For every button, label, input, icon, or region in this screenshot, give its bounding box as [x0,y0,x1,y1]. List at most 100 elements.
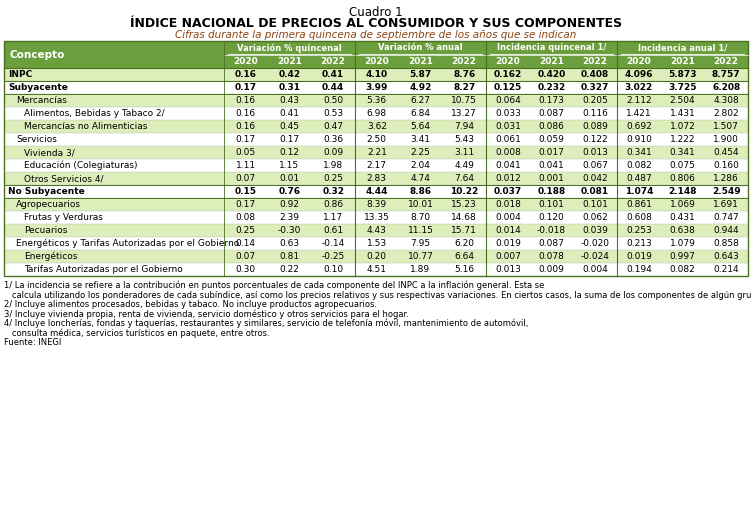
Bar [661,159,705,172]
Text: 2.21: 2.21 [367,148,387,157]
Text: 0.61: 0.61 [323,226,343,235]
Bar [573,237,617,250]
Text: 0.858: 0.858 [713,239,739,248]
Text: Incidencia quincenal 1/: Incidencia quincenal 1/ [497,44,606,52]
Bar [311,133,355,146]
Text: 1.11: 1.11 [236,161,256,170]
Bar [355,172,399,185]
Text: 0.806: 0.806 [669,174,696,183]
Bar [442,198,486,211]
Bar [486,55,529,68]
Bar [224,68,268,81]
Text: Mercancías: Mercancías [16,96,67,105]
Bar [661,237,705,250]
Text: 0.194: 0.194 [626,265,652,274]
Bar [355,198,399,211]
Text: 10.22: 10.22 [450,187,478,196]
Bar [617,81,661,94]
Text: 0.075: 0.075 [669,161,696,170]
Text: 0.078: 0.078 [538,252,565,261]
Text: 1.072: 1.072 [669,122,696,131]
Text: 4.74: 4.74 [411,174,430,183]
Bar [268,107,311,120]
Bar [705,198,748,211]
Bar [311,185,355,198]
Text: 0.747: 0.747 [714,213,739,222]
Bar [705,68,748,81]
Text: 0.173: 0.173 [538,96,565,105]
Text: 1.069: 1.069 [669,200,696,209]
Bar [661,55,705,68]
Bar [529,159,573,172]
Bar [355,120,399,133]
Bar [311,198,355,211]
Text: Cuadro 1: Cuadro 1 [349,6,403,19]
Text: 0.20: 0.20 [367,252,387,261]
Text: 1.900: 1.900 [713,135,739,144]
Text: Energéticos: Energéticos [24,252,77,261]
Text: 6.20: 6.20 [454,239,475,248]
Text: 10.75: 10.75 [451,96,477,105]
Bar [268,68,311,81]
Text: 0.327: 0.327 [581,83,609,92]
Bar [311,159,355,172]
Bar [224,81,268,94]
Text: 0.120: 0.120 [538,213,564,222]
Text: 0.47: 0.47 [323,122,343,131]
Text: 0.86: 0.86 [323,200,343,209]
Bar [617,237,661,250]
Text: 0.01: 0.01 [280,174,299,183]
Text: 0.013: 0.013 [495,265,521,274]
Text: No Subyacente: No Subyacente [8,187,85,196]
Bar [442,159,486,172]
Bar [661,146,705,159]
Bar [529,94,573,107]
Text: Tarifas Autorizadas por el Gobierno: Tarifas Autorizadas por el Gobierno [24,265,183,274]
Text: 2022: 2022 [714,57,738,66]
Bar [4,185,224,198]
Bar [268,133,311,146]
Bar [4,68,224,81]
Text: 0.16: 0.16 [236,122,256,131]
Text: calcula utilizando los ponderadores de cada subíndice, así como los precios rela: calcula utilizando los ponderadores de c… [4,290,752,300]
Text: 3.11: 3.11 [454,148,475,157]
Text: 8.70: 8.70 [411,213,431,222]
Text: 5.43: 5.43 [454,135,475,144]
Text: 3.41: 3.41 [411,135,430,144]
Bar [4,198,224,211]
Text: 2.112: 2.112 [626,96,652,105]
Text: 2.504: 2.504 [670,96,696,105]
Bar [355,107,399,120]
Bar [661,120,705,133]
Text: 7.95: 7.95 [411,239,431,248]
Bar [268,120,311,133]
Bar [268,211,311,224]
Bar [4,172,224,185]
Bar [399,198,442,211]
Text: 0.454: 0.454 [714,148,739,157]
Bar [486,198,529,211]
Text: 0.087: 0.087 [538,239,565,248]
Text: 0.16: 0.16 [235,70,257,79]
Text: 5.87: 5.87 [409,70,432,79]
Bar [705,211,748,224]
Bar [486,94,529,107]
Text: Servicios: Servicios [16,135,57,144]
Bar [705,81,748,94]
Text: 6.64: 6.64 [454,252,475,261]
Text: 10.01: 10.01 [408,200,433,209]
Text: Pecuarios: Pecuarios [24,226,68,235]
Bar [399,146,442,159]
Text: 0.17: 0.17 [236,135,256,144]
Bar [486,133,529,146]
Text: 0.341: 0.341 [626,148,652,157]
Text: 0.041: 0.041 [538,161,564,170]
Bar [442,263,486,276]
Text: 0.019: 0.019 [495,239,521,248]
Text: 0.160: 0.160 [713,161,739,170]
Text: -0.30: -0.30 [277,226,302,235]
Text: 0.253: 0.253 [626,226,652,235]
Bar [4,120,224,133]
Bar [705,159,748,172]
Text: 0.45: 0.45 [280,122,299,131]
